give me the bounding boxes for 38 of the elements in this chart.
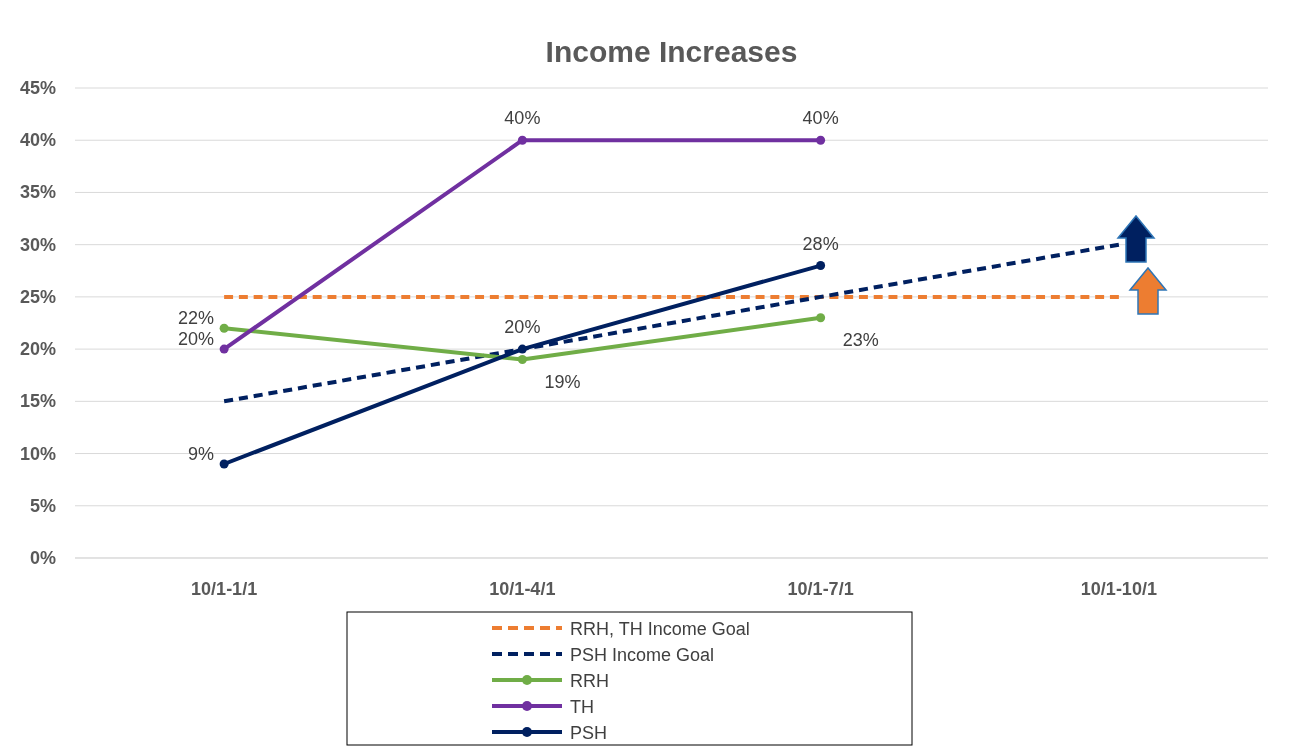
y-tick-label: 5%: [29, 495, 56, 516]
legend-label: PSH: [570, 723, 608, 743]
legend-label: RRH: [570, 671, 609, 691]
y-tick-label: 0%: [29, 548, 56, 568]
data-label: 23%: [842, 329, 879, 350]
point: [816, 135, 826, 145]
data-label: 9%: [188, 444, 215, 464]
point: [517, 135, 527, 145]
point: [517, 355, 527, 365]
data-label: 20%: [504, 317, 541, 338]
x-tick-label: 10/1-7/1: [787, 579, 854, 599]
point: [219, 344, 229, 354]
point: [219, 323, 229, 333]
data-label: 22%: [178, 308, 215, 329]
x-tick-label: 10/1-1/1: [191, 579, 258, 599]
point: [517, 344, 527, 354]
y-tick-label: 30%: [19, 234, 56, 255]
y-tick-label: 10%: [19, 443, 56, 464]
legend-label: RRH, TH Income Goal: [570, 619, 750, 639]
y-tick-label: 15%: [19, 391, 56, 412]
data-label: 40%: [504, 108, 541, 129]
x-tick-label: 10/1-10/1: [1080, 579, 1157, 599]
y-tick-label: 45%: [19, 78, 56, 98]
data-label: 28%: [802, 233, 839, 254]
data-label: 40%: [802, 108, 839, 129]
legend-label: TH: [570, 697, 594, 717]
point: [816, 313, 826, 323]
y-tick-label: 20%: [19, 339, 56, 360]
chart-title: Income Increases: [545, 35, 798, 68]
data-label: 19%: [544, 371, 581, 392]
x-tick-label: 10/1-4/1: [489, 579, 556, 599]
point: [816, 261, 826, 271]
y-tick-label: 25%: [19, 286, 56, 307]
y-tick-label: 35%: [19, 182, 56, 203]
data-label: 20%: [178, 329, 215, 350]
point: [219, 459, 229, 469]
legend-label: PSH Income Goal: [570, 645, 715, 665]
y-tick-label: 40%: [19, 130, 56, 151]
